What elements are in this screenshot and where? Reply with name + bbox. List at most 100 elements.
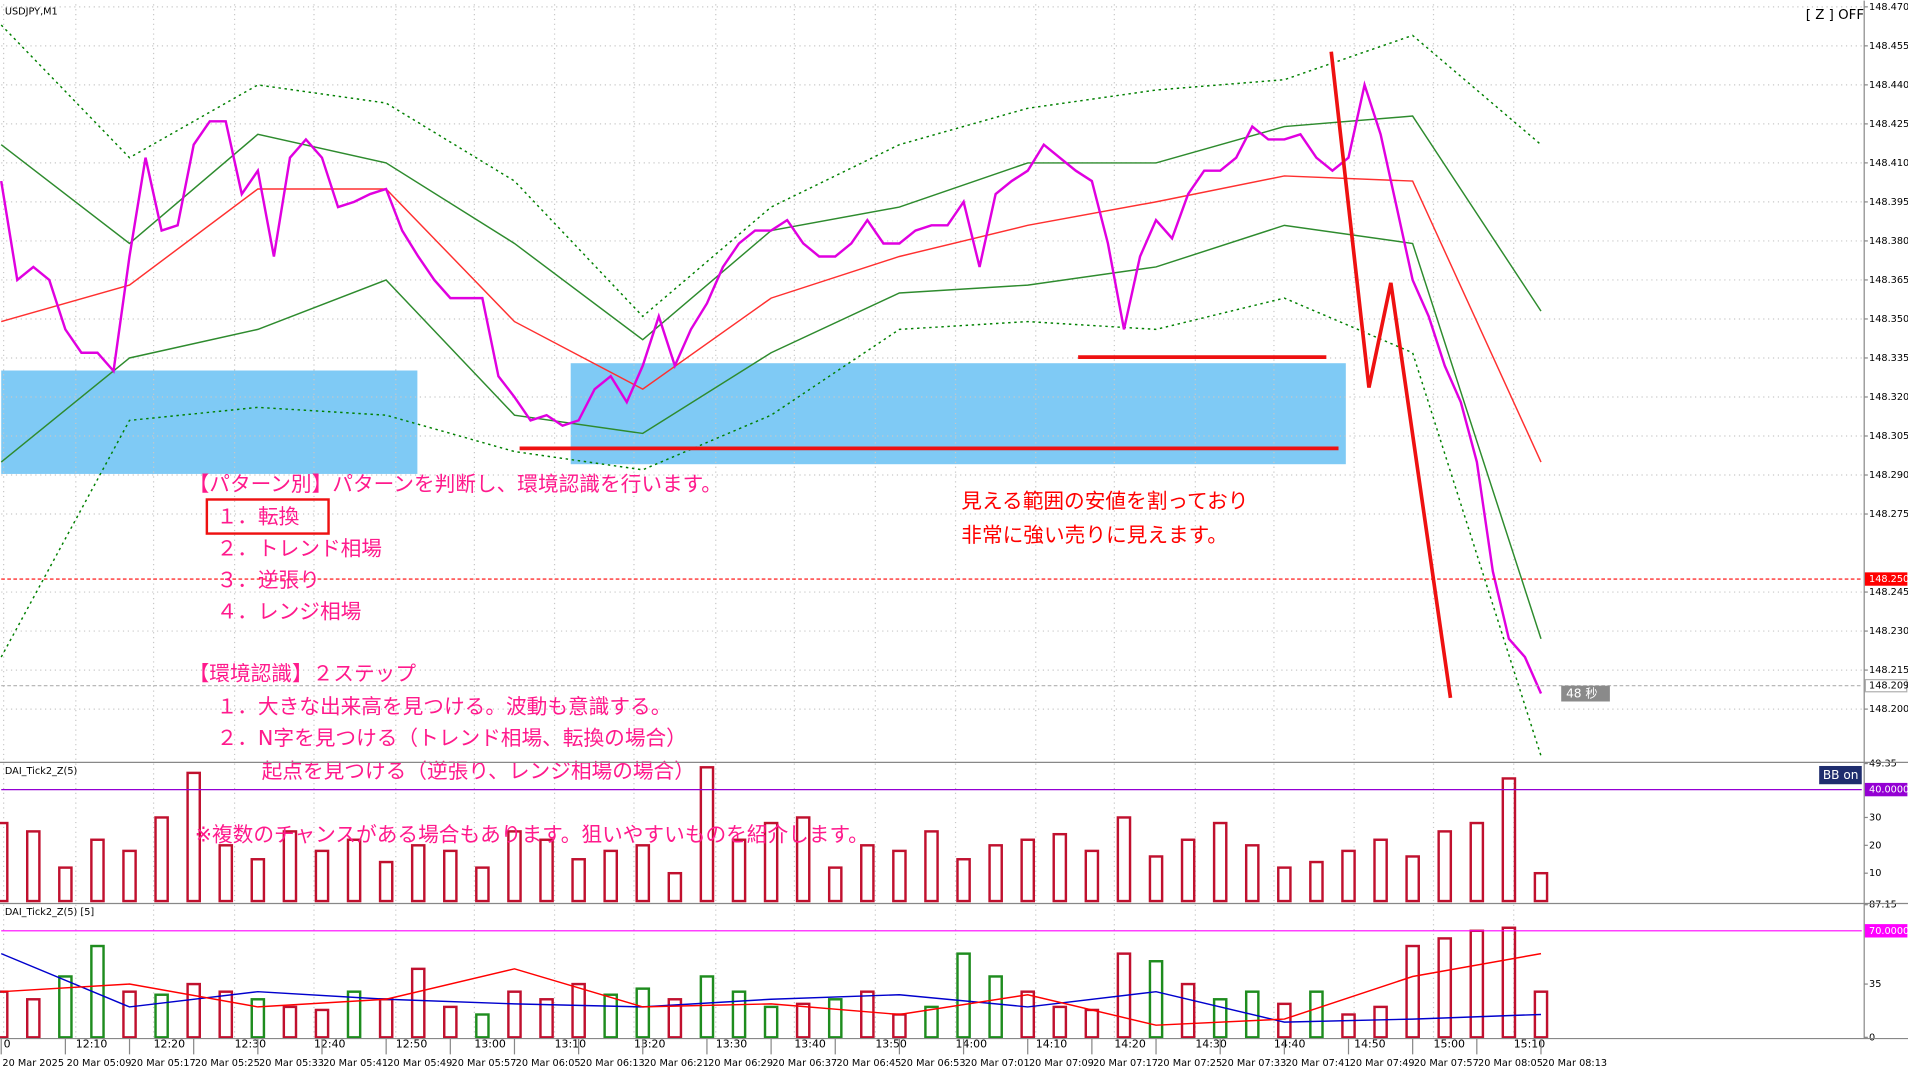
volume-bar [635, 844, 651, 903]
volume-bar [378, 860, 394, 903]
y-tick-label: 87.15 [1869, 900, 1897, 911]
mode-label: [ Z ] OFF [1806, 8, 1864, 23]
volume-bar [475, 866, 490, 903]
y-tick-label: 148.455 [1869, 41, 1908, 52]
volume-bar [731, 838, 747, 903]
timer: 48 秒 [1566, 687, 1598, 701]
y-tick-label: 148.275 [1869, 509, 1908, 520]
volume-bar [956, 858, 971, 903]
panel-title: DAI_Tick2_Z(5) [5, 766, 77, 777]
volume-bar [154, 993, 169, 1039]
y-tick-label: 148.290 [1869, 470, 1908, 481]
y-tick-label: 148.200 [1869, 704, 1908, 715]
volume-bar [410, 967, 426, 1039]
y-tick-label: 148.335 [1869, 353, 1908, 364]
x2-tick-label: 13:00 [474, 1038, 506, 1051]
volume-bar [571, 982, 586, 1039]
volume-bar [795, 1002, 811, 1039]
annotation: 【環境認識】２ステップ [189, 662, 417, 686]
y-tick-label: 30 [1869, 812, 1881, 823]
y-tick-label: 148.365 [1869, 275, 1908, 286]
y-tick-label: 148.350 [1869, 314, 1908, 325]
volume-bar [186, 982, 201, 1039]
volume-bar [154, 816, 169, 903]
x2-tick-label: 14:00 [956, 1038, 988, 1051]
y-tick-label: 10 [1869, 868, 1881, 879]
volume-bar [924, 830, 939, 903]
y-tick-label: 148.215 [1869, 665, 1908, 676]
volume-bar [1437, 830, 1453, 903]
volume-bar [1052, 1005, 1068, 1039]
volume-bar [443, 849, 458, 903]
volume-bar [1148, 855, 1164, 903]
x-tick-label: 20 Mar 07:49 [1350, 1058, 1415, 1069]
zone [1, 370, 418, 474]
volume-bar [1405, 944, 1420, 1039]
x2-tick-label: 13:40 [794, 1038, 826, 1051]
series-line [1, 175, 1542, 463]
y-tick-label: 148.395 [1869, 197, 1908, 208]
volume-bar [58, 975, 73, 1039]
volume-bar [0, 821, 9, 903]
volume-bar [603, 849, 619, 903]
volume-bar [1501, 926, 1517, 1039]
series-line [0, 224, 1542, 640]
volume-bar [1116, 816, 1132, 903]
volume-bar [1244, 990, 1260, 1039]
level-label: 148.209 [1869, 681, 1908, 692]
x2-tick-label: 12:40 [314, 1038, 346, 1051]
volume-bar [731, 990, 747, 1039]
volume-bar [58, 866, 73, 903]
volume-bar [1309, 860, 1324, 903]
volume-bar [1373, 1005, 1388, 1039]
annotation: ※複数のチャンスがある場合もあります。狙いやすいものを紹介します。 [195, 822, 869, 846]
y-tick-label: 148.440 [1869, 80, 1908, 91]
volume-bar [988, 975, 1003, 1039]
volume-bar [1180, 838, 1196, 903]
timer-box [1561, 685, 1610, 702]
volume-bar [827, 866, 843, 903]
volume-bar [282, 830, 298, 903]
volume-bar [1084, 849, 1100, 903]
y-tick-label: 148.470 [1869, 2, 1908, 13]
volume-bar [1244, 844, 1260, 903]
volume-bar [1533, 871, 1549, 903]
x-tick-label: 20 Mar 06:37 [772, 1058, 837, 1069]
volume-bar [539, 998, 554, 1039]
x2-tick-label: 14:20 [1114, 1038, 1146, 1051]
x-tick-label: 20 Mar 05:17 [131, 1058, 196, 1069]
x-tick-label: 20 Mar 05:49 [387, 1058, 452, 1069]
annotation: ２．N字を見つける（トレンド相場、転換の場合） [217, 726, 687, 750]
volume-bar [892, 849, 907, 903]
x-tick-label: 20 Mar 05:09 [67, 1058, 132, 1069]
x2-tick-label: 14:30 [1195, 1038, 1227, 1051]
comment: 見える範囲の安値を割っており [961, 489, 1248, 513]
series-line [0, 80, 1543, 694]
volume-bar [410, 844, 426, 903]
x2-tick-label: 14:50 [1354, 1038, 1386, 1051]
volume-bar [1212, 821, 1228, 903]
volume-bar [763, 1005, 779, 1039]
x-tick-label: 20 Mar 07:41 [1286, 1058, 1351, 1069]
series-line [1, 952, 1542, 1026]
volume-bar [763, 821, 779, 903]
x-tick-label: 20 Mar 07:09 [1029, 1058, 1094, 1069]
x-tick-label: 20 Mar 08:13 [1542, 1058, 1607, 1069]
x2-tick-label: 0 [4, 1038, 11, 1051]
x-tick-label: 20 Mar 06:29 [708, 1058, 773, 1069]
x2-tick-label: 12:10 [76, 1038, 108, 1051]
level-box [1864, 782, 1908, 797]
y-tick-label: 148.305 [1869, 431, 1908, 442]
x-tick-label: 20 Mar 07:01 [965, 1058, 1030, 1069]
volume-bar [699, 766, 715, 903]
annotation: ４．レンジ相場 [217, 600, 362, 624]
x-tick-label: 20 Mar 06:05 [516, 1058, 581, 1069]
volume-bar [186, 771, 201, 903]
volume-bar [507, 990, 522, 1039]
volume-bar [539, 838, 554, 903]
volume-bar [250, 858, 266, 903]
volume-bar [988, 844, 1003, 903]
volume-bar [346, 838, 362, 903]
